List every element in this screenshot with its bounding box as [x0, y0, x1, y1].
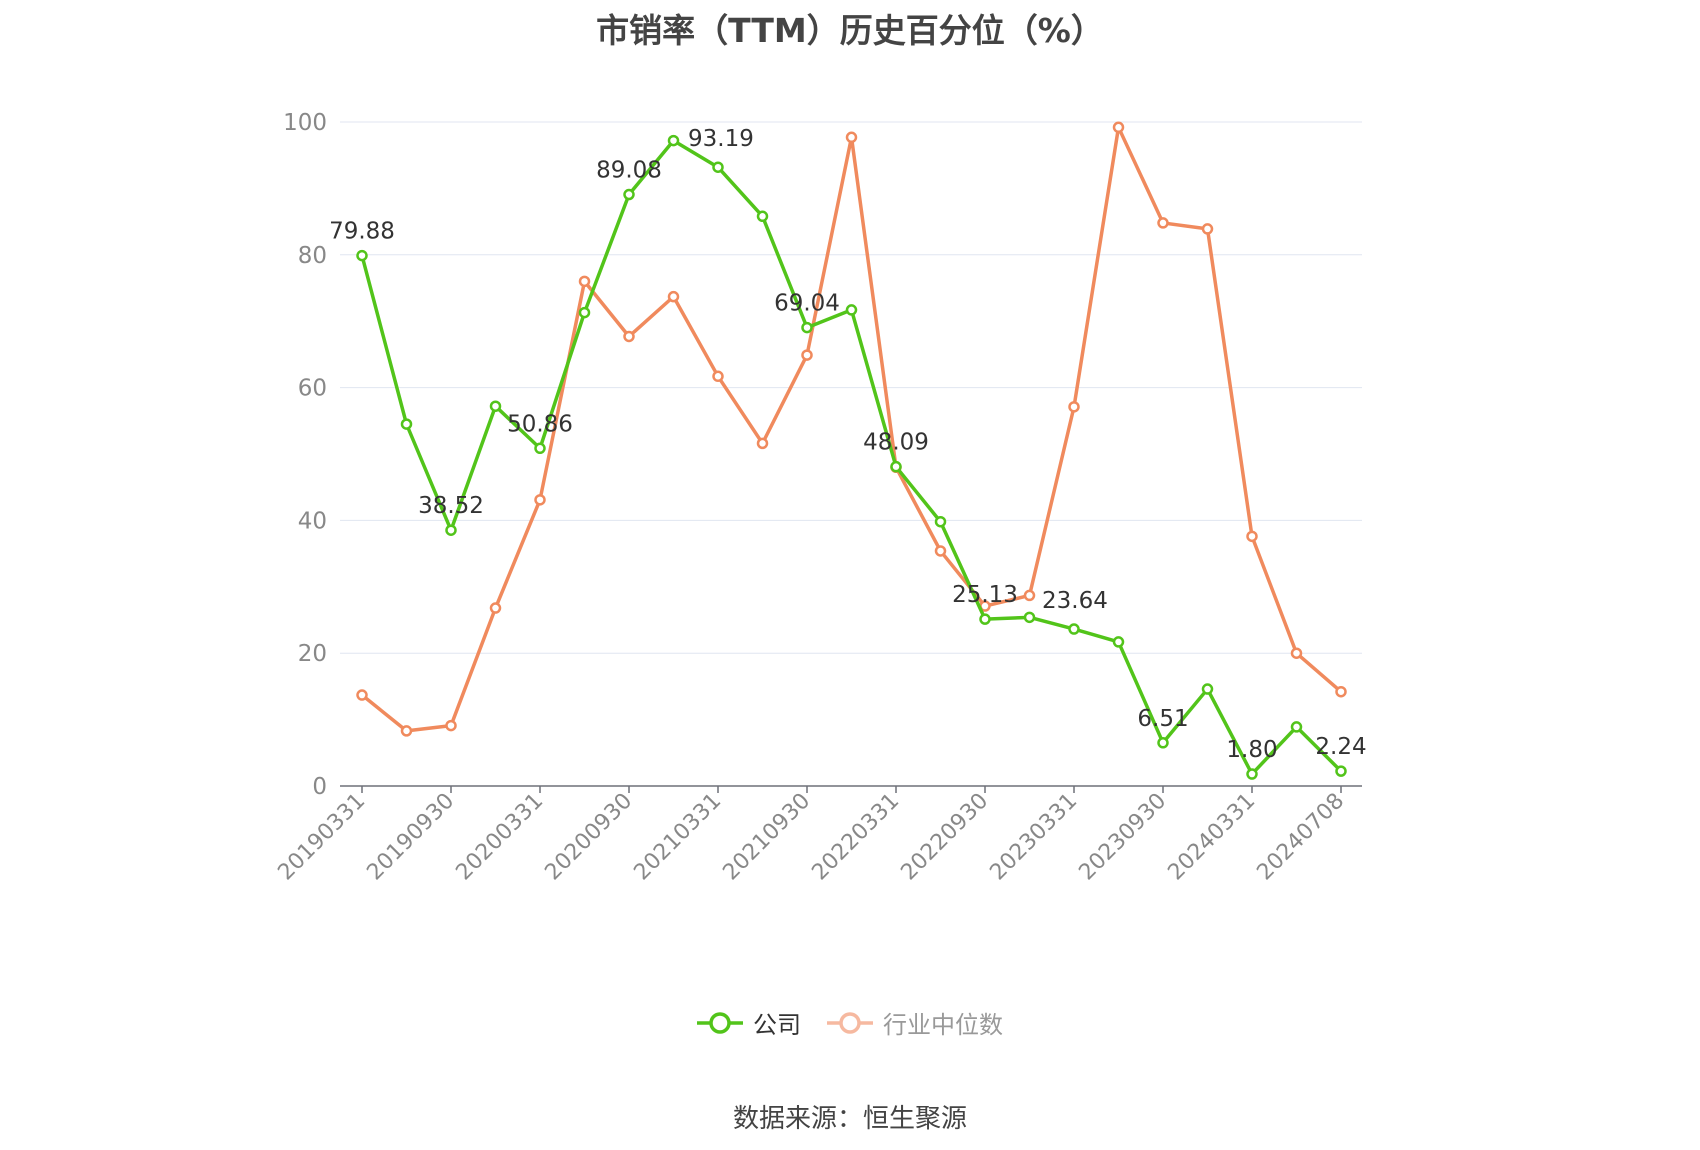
y-tick-label: 20	[298, 641, 327, 667]
series-point-0	[1246, 768, 1258, 780]
chart-title: 市销率（TTM）历史百分位（%）	[596, 11, 1104, 50]
series-point-1	[1201, 223, 1214, 235]
data-labels: 79.88 38.52 50.86 89.08 93.19 69.04 48.09 25.13…	[329, 126, 1367, 763]
series-point-1	[1112, 121, 1125, 134]
series-point-1	[1290, 647, 1303, 659]
data-label: 50.86	[507, 411, 573, 437]
x-tick-label: 20200930	[540, 789, 637, 886]
series-point-0	[489, 400, 502, 412]
series-point-1	[445, 719, 457, 732]
data-label: 1.80	[1226, 737, 1277, 763]
data-label: 38.52	[418, 493, 484, 519]
x-tick-label: 20240708	[1252, 789, 1349, 886]
legend-label: 行业中位数	[883, 1011, 1003, 1039]
series-point-1	[667, 290, 680, 303]
series-point-0	[979, 613, 991, 625]
series-point-0	[934, 515, 947, 528]
series-point-0	[1201, 683, 1214, 695]
series-point-0	[1335, 765, 1347, 777]
grid-lines	[340, 121, 1362, 654]
series-line-0	[360, 138, 1343, 776]
x-tick-label: 20230930	[1074, 789, 1171, 886]
series-point-1	[578, 275, 591, 288]
x-tick-label: 20200331	[451, 789, 548, 886]
legend-swatch	[697, 1011, 743, 1034]
series-point-0	[578, 306, 591, 319]
series-point-1	[1023, 589, 1036, 602]
series-point-1	[400, 725, 413, 737]
data-source: 数据来源：恒生聚源	[732, 1104, 967, 1134]
y-tick-label: 40	[298, 508, 327, 534]
series-lines	[356, 121, 1347, 780]
data-label: 93.19	[688, 126, 754, 152]
series-point-0	[712, 161, 724, 173]
x-tick-label: 20210930	[718, 789, 815, 886]
series-point-0	[445, 524, 457, 536]
series-point-0	[534, 442, 546, 455]
series-point-0	[1023, 611, 1036, 624]
x-tick-label: 20190930	[362, 789, 459, 886]
series-point-1	[934, 545, 947, 557]
series-point-1	[1335, 685, 1347, 698]
x-tick-label: 20210331	[629, 789, 726, 886]
series-point-1	[1246, 530, 1258, 543]
legend-swatch	[827, 1011, 873, 1034]
series-point-0	[1112, 636, 1125, 648]
series-point-0	[845, 304, 858, 316]
data-label: 2.24	[1315, 734, 1366, 760]
series-point-1	[1068, 401, 1080, 413]
series-point-1	[801, 349, 813, 361]
data-label: 23.64	[1042, 588, 1108, 614]
series-point-1	[756, 437, 769, 450]
legend-item-1[interactable]: 行业中位数	[827, 1005, 1003, 1040]
series-point-1	[534, 494, 546, 506]
x-tick-label: 20230331	[985, 789, 1082, 886]
series-point-0	[801, 321, 813, 334]
series-point-0	[400, 418, 413, 430]
series-point-0	[623, 188, 635, 201]
data-label: 48.09	[863, 430, 929, 456]
series-point-1	[356, 689, 368, 701]
data-label: 69.04	[774, 291, 840, 317]
data-label: 79.88	[329, 219, 395, 245]
y-tick-label: 80	[298, 243, 327, 269]
series-point-0	[756, 210, 769, 223]
legend-label: 公司	[753, 1011, 801, 1039]
series-point-0	[1068, 623, 1080, 635]
series-point-1	[712, 370, 724, 383]
legend: 公司 行业中位数	[0, 1005, 1700, 1040]
series-point-1	[1157, 217, 1169, 229]
series-point-0	[890, 460, 902, 473]
data-label: 89.08	[596, 158, 662, 184]
x-tick-label: 20240331	[1163, 789, 1260, 886]
series-point-1	[489, 602, 502, 614]
series-point-0	[667, 134, 680, 147]
series-point-0	[356, 249, 368, 262]
legend-item-0[interactable]: 公司	[697, 1005, 801, 1040]
x-tick-label: 20190331	[273, 789, 370, 886]
series-point-0	[1290, 721, 1303, 733]
y-tick-label: 60	[298, 376, 327, 402]
series-point-0	[1157, 737, 1169, 749]
series-point-1	[845, 131, 858, 144]
data-label: 6.51	[1137, 706, 1188, 732]
x-tick-label: 20220331	[807, 789, 904, 886]
x-tick-label: 20220930	[896, 789, 993, 886]
series-point-1	[623, 330, 635, 343]
data-label: 25.13	[952, 582, 1018, 608]
y-tick-label: 100	[283, 110, 327, 136]
y-tick-label: 0	[312, 774, 327, 800]
